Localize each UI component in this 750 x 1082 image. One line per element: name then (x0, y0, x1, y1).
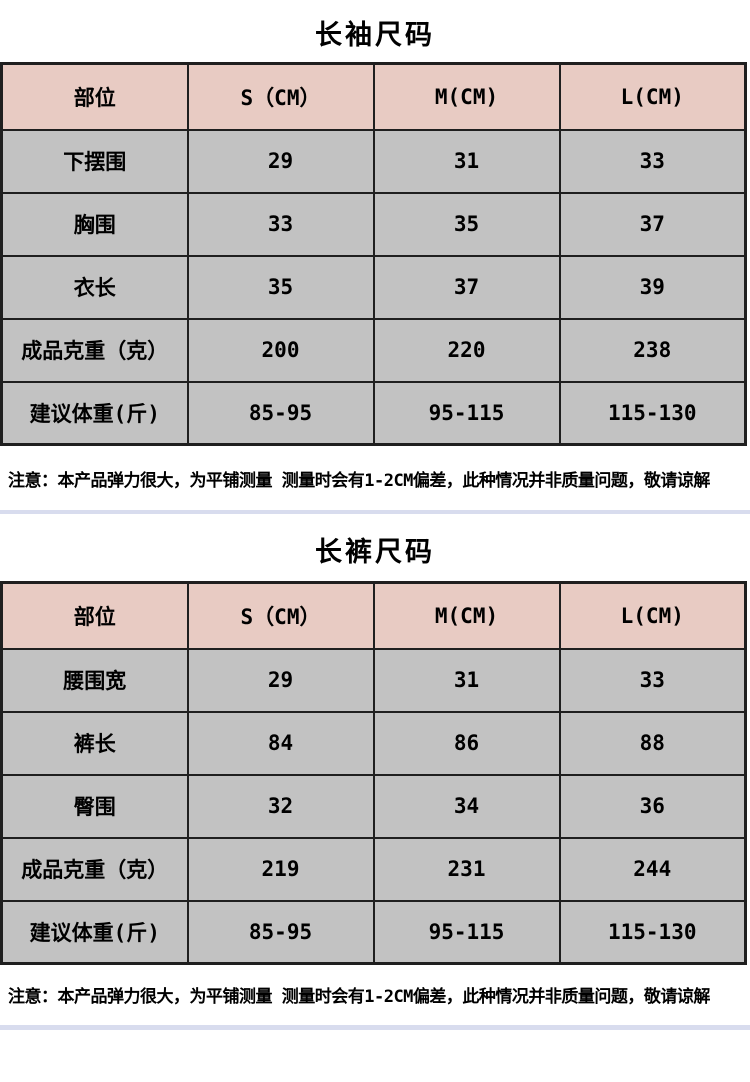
size-value: 39 (558, 254, 747, 320)
size-value: 33 (558, 128, 747, 194)
size-value: 95-115 (372, 899, 561, 965)
table-row: 臀围 32 34 36 (0, 773, 747, 839)
section-divider (0, 510, 750, 514)
table-row: 下摆围 29 31 33 (0, 128, 747, 194)
table-row: 胸围 33 35 37 (0, 191, 747, 257)
column-header-part: 部位 (0, 62, 189, 131)
size-value: 29 (186, 647, 375, 713)
size-value: 115-130 (558, 380, 747, 446)
row-label: 腰围宽 (0, 647, 189, 713)
size-value: 95-115 (372, 380, 561, 446)
header-row: 部位 S（CM） M(CM) L(CM) (0, 581, 747, 650)
table-row: 建议体重(斤) 85-95 95-115 115-130 (0, 899, 747, 965)
row-label: 臀围 (0, 773, 189, 839)
row-label: 衣长 (0, 254, 189, 320)
size-value: 37 (372, 254, 561, 320)
row-label: 胸围 (0, 191, 189, 257)
column-header-s: S（CM） (186, 581, 375, 650)
long-sleeve-section: 长袖尺码 部位 S（CM） M(CM) L(CM) 下摆围 29 31 33 (0, 2, 750, 514)
size-value: 29 (186, 128, 375, 194)
table-row: 建议体重(斤) 85-95 95-115 115-130 (0, 380, 747, 446)
size-value: 200 (186, 317, 375, 383)
bottom-divider (0, 1025, 750, 1030)
row-label: 建议体重(斤) (0, 899, 189, 965)
column-header-m: M(CM) (372, 62, 561, 131)
size-value: 85-95 (186, 380, 375, 446)
pants-size-table: 部位 S（CM） M(CM) L(CM) 腰围宽 29 31 33 裤长 84 … (0, 581, 747, 965)
size-value: 85-95 (186, 899, 375, 965)
size-value: 35 (186, 254, 375, 320)
row-label: 下摆围 (0, 128, 189, 194)
table-row: 成品克重（克） 200 220 238 (0, 317, 747, 383)
size-value: 31 (372, 647, 561, 713)
size-value: 36 (558, 773, 747, 839)
size-value: 31 (372, 128, 561, 194)
measurement-note: 注意：本产品弹力很大，为平铺测量 测量时会有1-2CM偏差，此种情况并非质量问题… (8, 470, 710, 491)
table-row: 腰围宽 29 31 33 (0, 647, 747, 713)
size-value: 115-130 (558, 899, 747, 965)
long-sleeve-title: 长袖尺码 (315, 19, 435, 51)
size-value: 238 (558, 317, 747, 383)
row-label: 成品克重（克） (0, 836, 189, 902)
row-label: 裤长 (0, 710, 189, 776)
table-row: 成品克重（克） 219 231 244 (0, 836, 747, 902)
column-header-l: L(CM) (558, 62, 747, 131)
size-value: 33 (186, 191, 375, 257)
row-label: 建议体重(斤) (0, 380, 189, 446)
size-value: 37 (558, 191, 747, 257)
table-row: 衣长 35 37 39 (0, 254, 747, 320)
size-value: 33 (558, 647, 747, 713)
size-value: 35 (372, 191, 561, 257)
size-value: 244 (558, 836, 747, 902)
column-header-part: 部位 (0, 581, 189, 650)
header-row: 部位 S（CM） M(CM) L(CM) (0, 62, 747, 131)
size-value: 84 (186, 710, 375, 776)
column-header-m: M(CM) (372, 581, 561, 650)
size-value: 220 (372, 317, 561, 383)
row-label: 成品克重（克） (0, 317, 189, 383)
size-value: 86 (372, 710, 561, 776)
pants-section: 长裤尺码 部位 S（CM） M(CM) L(CM) 腰围宽 29 31 33 (0, 517, 750, 1030)
size-value: 219 (186, 836, 375, 902)
size-value: 34 (372, 773, 561, 839)
long-sleeve-size-table: 部位 S（CM） M(CM) L(CM) 下摆围 29 31 33 胸围 33 … (0, 62, 747, 446)
measurement-note: 注意：本产品弹力很大，为平铺测量 测量时会有1-2CM偏差，此种情况并非质量问题… (8, 986, 710, 1007)
column-header-s: S（CM） (186, 62, 375, 131)
size-value: 88 (558, 710, 747, 776)
size-value: 231 (372, 836, 561, 902)
pants-title: 长裤尺码 (315, 536, 435, 568)
table-row: 裤长 84 86 88 (0, 710, 747, 776)
column-header-l: L(CM) (558, 581, 747, 650)
size-value: 32 (186, 773, 375, 839)
